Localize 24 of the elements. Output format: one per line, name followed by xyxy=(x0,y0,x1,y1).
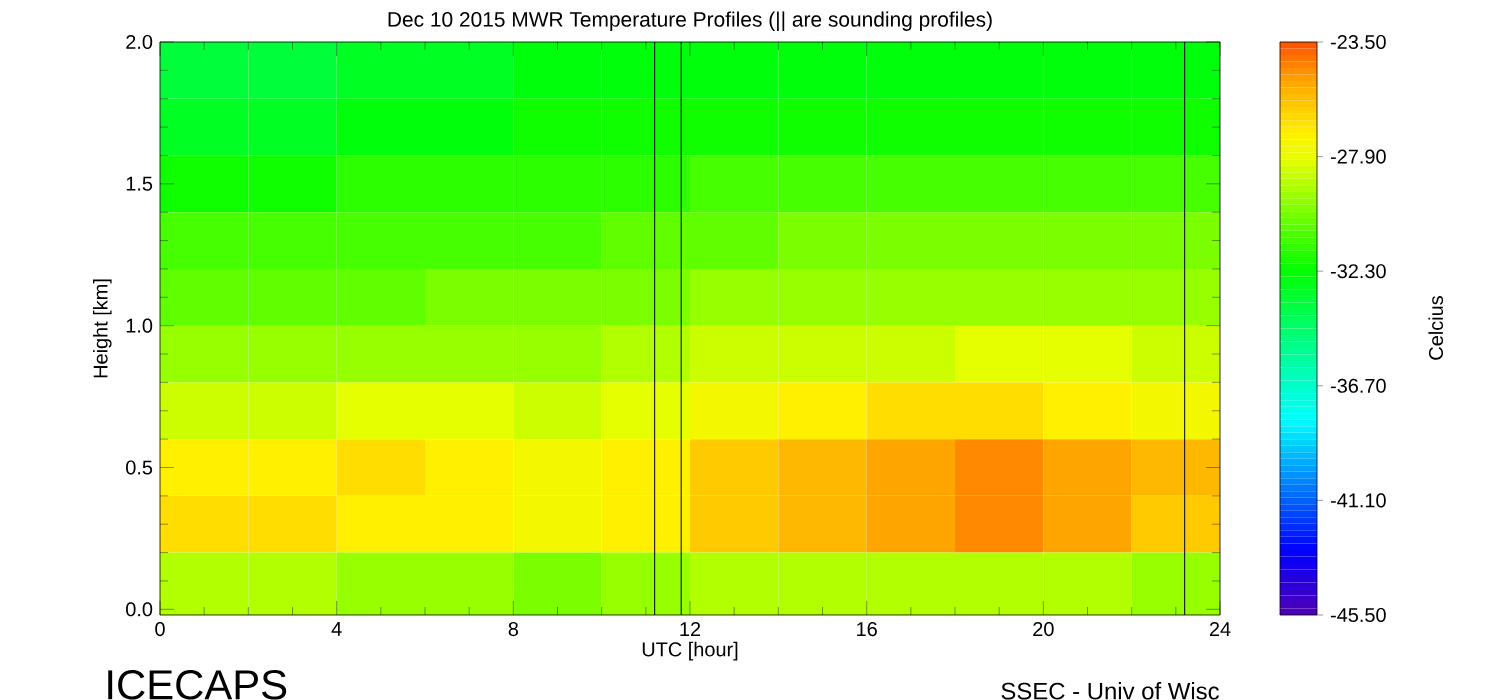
y-tick-label: 0.0 xyxy=(126,602,153,617)
x-tick-label: 20 xyxy=(1033,622,1054,637)
color-bar-label: -23.50 xyxy=(1330,34,1386,50)
color-bar-title: Celcius xyxy=(1428,296,1444,360)
x-tick-label: 12 xyxy=(680,622,701,636)
color-bar-label: -36.70 xyxy=(1330,378,1386,393)
x-axis-title: UTC [hour] xyxy=(642,641,738,661)
color-bar-label: -41.10 xyxy=(1330,493,1386,508)
y-tick-label: 2.0 xyxy=(126,34,153,50)
y-tick-label: 1.5 xyxy=(126,176,153,191)
y-tick-label: 1.0 xyxy=(126,318,153,333)
y-tick-label: 0.5 xyxy=(126,460,153,475)
x-tick-label: 8 xyxy=(508,622,519,637)
y-axis-title: Height [km] xyxy=(93,279,112,378)
x-tick-label: 0 xyxy=(155,622,165,637)
text: ICECAPS xyxy=(108,669,287,700)
x-tick-label: 4 xyxy=(331,622,342,636)
x-tick-label: 24 xyxy=(1209,622,1231,636)
color-bar-label: -32.30 xyxy=(1330,264,1386,279)
text: SSEC - Univ of Wisc xyxy=(1001,682,1219,700)
chart-title: Dec 10 2015 MWR Temperature Profiles (|| are sounding profiles) xyxy=(388,11,992,31)
color-bar-label: -27.90 xyxy=(1330,149,1386,164)
x-tick-label: 16 xyxy=(857,622,877,637)
color-bar-label: -45.50 xyxy=(1330,607,1386,623)
